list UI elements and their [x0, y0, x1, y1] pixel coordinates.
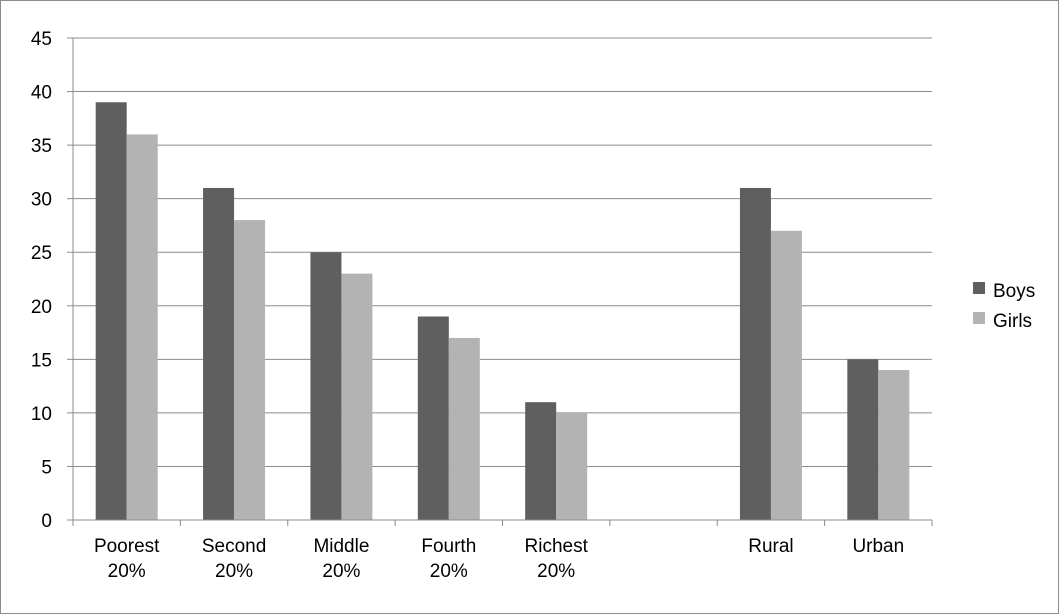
bar-boys [525, 402, 557, 520]
legend-swatch-girls [973, 312, 985, 324]
y-tick-label: 45 [31, 29, 52, 50]
bar-girls [234, 220, 266, 521]
bar-boys [203, 187, 235, 520]
y-tick-label: 40 [31, 83, 52, 104]
y-tick-label: 5 [41, 457, 52, 478]
bar-girls [448, 337, 480, 520]
y-tick-label: 10 [31, 404, 52, 425]
x-tick-label: Fourth [421, 536, 476, 557]
bar-boys [847, 359, 879, 520]
x-tick-label: 20% [537, 561, 575, 582]
x-tick-label: Poorest [94, 536, 160, 557]
legend-label-boys: Boys [993, 281, 1035, 302]
gridlines [73, 37, 932, 467]
y-tick-label: 25 [31, 243, 52, 264]
bar-boys [310, 252, 342, 520]
bar-girls [770, 230, 802, 521]
y-tick-label: 0 [41, 511, 52, 532]
y-tick-label: 30 [31, 190, 52, 211]
x-tick-label: 20% [215, 561, 253, 582]
x-tick-label: Urban [852, 536, 904, 557]
x-tick-label: 20% [322, 561, 360, 582]
y-tick-label: 35 [31, 136, 52, 157]
x-tick-label: Rural [748, 536, 793, 557]
bar-boys [739, 187, 771, 520]
bar-girls [341, 273, 373, 520]
x-tick-label: Middle [313, 536, 369, 557]
bar-boys [417, 316, 449, 520]
x-tick-label: Second [202, 536, 266, 557]
legend-label-girls: Girls [993, 311, 1032, 332]
bar-boys [95, 102, 127, 521]
bar-girls [126, 134, 158, 520]
legend: Boys Girls [973, 281, 1035, 332]
x-tick-labels: Poorest 20% Second 20% Middle 20% Fourth 20% Ric… [94, 536, 904, 582]
bar-girls [878, 370, 910, 520]
axes [67, 37, 933, 526]
bars [95, 102, 910, 521]
y-tick-labels: 0 5 10 15 20 25 30 35 40 45 [31, 29, 52, 532]
x-tick-label: Richest [525, 536, 589, 557]
y-tick-label: 20 [31, 297, 52, 318]
bar-girls [556, 412, 588, 520]
x-tick-label: 20% [108, 561, 146, 582]
y-tick-label: 15 [31, 350, 52, 371]
legend-swatch-boys [973, 282, 985, 294]
x-tick-label: 20% [430, 561, 468, 582]
